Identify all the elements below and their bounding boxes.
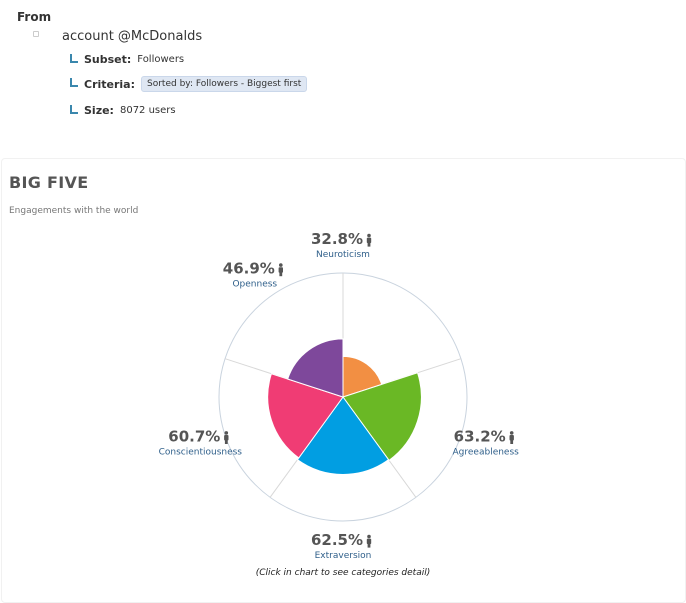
criteria-row: Criteria: Sorted by: Followers - Biggest… <box>68 76 308 92</box>
person-icon <box>224 431 229 435</box>
person-icon-body <box>509 435 514 441</box>
sector-openness[interactable] <box>287 338 344 398</box>
branch-arrow-icon <box>68 53 80 66</box>
size-value: 8072 users <box>119 105 176 116</box>
category-label-neuroticism: Neuroticism <box>316 250 370 260</box>
chart-footer-hint: (Click in chart to see categories detail… <box>255 568 431 578</box>
value-label-openness: 46.9% <box>223 260 275 278</box>
person-icon-legs <box>367 543 371 548</box>
criteria-badge: Sorted by: Followers - Biggest first <box>141 76 308 92</box>
value-label-extraversion: 62.5% <box>311 531 363 549</box>
category-label-agreeableness: Agreeableness <box>453 447 520 457</box>
category-label-extraversion: Extraversion <box>315 551 372 561</box>
value-label-neuroticism: 32.8% <box>311 230 363 248</box>
sector-agreeableness[interactable] <box>342 372 422 462</box>
person-icon-legs <box>224 440 228 444</box>
person-icon-body <box>224 435 229 441</box>
person-icon <box>367 233 371 238</box>
subset-label: Subset: <box>84 53 132 66</box>
person-icon <box>367 534 371 539</box>
person-icon <box>509 431 514 435</box>
size-label: Size: <box>84 104 114 117</box>
bullet-icon <box>33 31 39 37</box>
from-title: From <box>17 10 52 24</box>
sector-conscientiousness[interactable] <box>267 373 344 459</box>
chart-subtitle: Engagements with the world <box>9 206 139 216</box>
category-label-openness: Openness <box>232 280 277 290</box>
subset-value: Followers <box>137 54 185 65</box>
chart-title: BIG FIVE <box>9 173 89 192</box>
person-icon-legs <box>510 440 514 444</box>
person-icon-body <box>278 267 283 273</box>
person-icon-body <box>366 237 372 244</box>
value-label-conscientiousness: 60.7% <box>168 427 220 445</box>
category-label-conscientiousness: Conscientiousness <box>159 447 243 457</box>
criteria-label: Criteria: <box>84 77 136 91</box>
person-icon <box>279 263 283 267</box>
person-icon-body <box>366 538 372 545</box>
value-label-agreeableness: 63.2% <box>454 427 506 445</box>
sector-neuroticism[interactable] <box>342 355 383 398</box>
person-icon-legs <box>367 242 371 247</box>
subset-row: Subset: Followers <box>68 53 184 66</box>
size-row: Size: 8072 users <box>68 104 176 117</box>
person-icon-legs <box>279 272 283 277</box>
sector-extraversion[interactable] <box>296 396 390 475</box>
account-name: account @McDonalds <box>62 29 203 44</box>
branch-arrow-icon <box>68 78 80 90</box>
branch-arrow-icon <box>68 104 80 117</box>
